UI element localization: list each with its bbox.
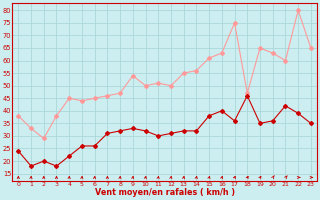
X-axis label: Vent moyen/en rafales ( km/h ): Vent moyen/en rafales ( km/h ) [94,188,235,197]
